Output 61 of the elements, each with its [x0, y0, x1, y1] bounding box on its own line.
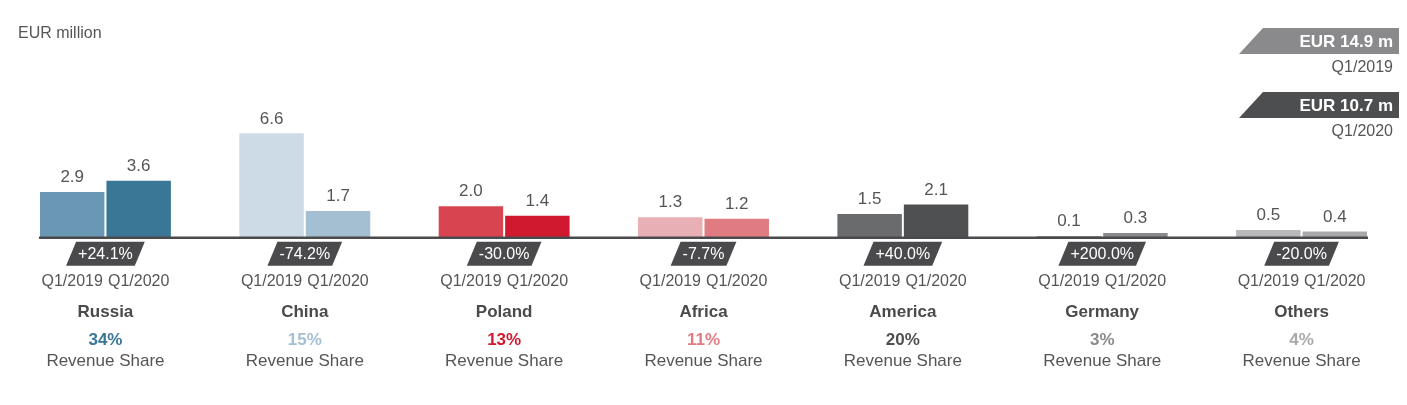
- text: 11%: [686, 329, 721, 349]
- data-label: 1.5: [857, 189, 882, 209]
- text: +24.1%: [78, 245, 133, 263]
- x-tick-label: Q1/2019: [1237, 271, 1300, 289]
- text: -30.0%: [478, 245, 530, 263]
- text: EUR 10.7 m: [1299, 95, 1393, 115]
- text: China: [281, 301, 329, 321]
- text: Poland: [475, 301, 533, 321]
- annotation: Q1/2020: [1331, 122, 1394, 140]
- data-label: 1.4: [525, 190, 550, 210]
- text: 20%: [885, 329, 920, 349]
- text: -20.0%: [1276, 245, 1327, 263]
- text: -7.7%: [682, 245, 725, 263]
- text: Germany: [1065, 301, 1140, 321]
- text: America: [869, 301, 937, 321]
- data-label: 2.1: [924, 179, 948, 199]
- data-label: 0.1: [1057, 211, 1081, 231]
- text: EUR million: [18, 24, 102, 42]
- x-tick-label: Q1/2019: [41, 271, 104, 289]
- text: 15%: [287, 329, 322, 349]
- data-label: 3.6: [126, 156, 151, 175]
- text: 34%: [88, 329, 123, 349]
- text: +40.0%: [875, 245, 931, 263]
- text: Revenue Share: [46, 350, 165, 370]
- text: Revenue Share: [843, 350, 962, 370]
- x-tick-label: Q1/2020: [905, 271, 967, 289]
- text: Revenue Share: [245, 350, 364, 370]
- text: +200.0%: [1070, 245, 1135, 263]
- data-label: 1.2: [724, 193, 749, 213]
- text: 4%: [1289, 329, 1314, 349]
- x-tick-label: Q1/2020: [506, 271, 569, 289]
- text: Revenue Share: [1043, 350, 1162, 370]
- text: EUR 14.9 m: [1299, 31, 1393, 51]
- x-tick-label: Q1/2020: [1304, 271, 1366, 289]
- data-label: 2.0: [459, 181, 483, 201]
- x-tick-label: Q1/2019: [1038, 271, 1100, 289]
- data-label: 1.3: [658, 192, 683, 212]
- x-tick-label: Q1/2019: [440, 271, 502, 289]
- text: Revenue Share: [1242, 350, 1361, 370]
- text: 13%: [487, 329, 522, 349]
- text: Q1/2019: [1331, 58, 1394, 76]
- data-label: 0.4: [1322, 206, 1347, 226]
- data-label: 0.5: [1256, 205, 1281, 225]
- text: -74.2%: [279, 245, 331, 263]
- x-tick-label: Q1/2019: [240, 271, 303, 289]
- text: Revenue Share: [644, 350, 763, 370]
- text: Others: [1274, 301, 1329, 321]
- x-tick-label: Q1/2019: [838, 271, 901, 289]
- x-tick-label: Q1/2020: [107, 271, 170, 289]
- text: Russia: [77, 301, 134, 321]
- data-label: 2.9: [60, 167, 85, 187]
- data-label: 1.7: [326, 186, 350, 206]
- x-tick-label: Q1/2020: [706, 271, 768, 289]
- data-label: 0.3: [1123, 208, 1148, 228]
- text: 3%: [1089, 329, 1115, 349]
- text: Revenue Share: [445, 350, 564, 370]
- x-tick-label: Q1/2020: [307, 271, 369, 289]
- x-tick-label: Q1/2019: [639, 271, 702, 289]
- data-label: 6.6: [259, 108, 284, 128]
- x-tick-label: Q1/2020: [1104, 271, 1167, 289]
- text: Africa: [679, 301, 729, 321]
